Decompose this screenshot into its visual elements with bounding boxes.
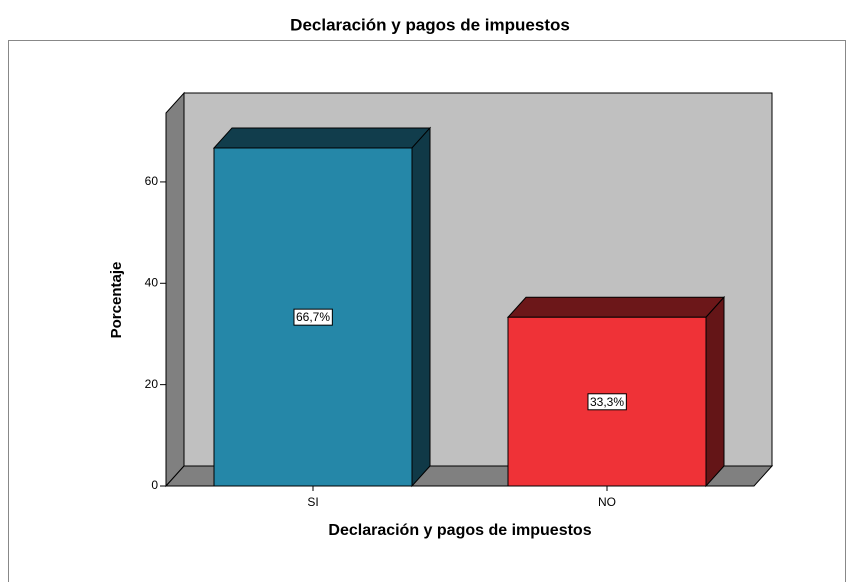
bar-top: [506, 296, 726, 318]
y-tick-label: 0: [151, 478, 158, 492]
y-tick-label: 40: [145, 275, 159, 289]
x-tick-label: SI: [307, 495, 318, 509]
value-label: 33,3%: [590, 395, 624, 409]
chart-title: Declaración y pagos de impuestos: [290, 15, 570, 34]
y-tick-label: 60: [145, 174, 159, 188]
bar-top: [212, 127, 432, 149]
value-label: 66,7%: [296, 310, 330, 324]
left-wall: [165, 91, 185, 488]
y-tick-label: 20: [145, 377, 159, 391]
value-label-box: [293, 308, 333, 326]
y-axis-label: Porcentaje: [108, 262, 125, 339]
x-tick-label: NO: [598, 495, 616, 509]
value-label-box: [587, 393, 627, 411]
bar-side: [411, 126, 431, 488]
x-axis-label: Declaración y pagos de impuestos: [328, 522, 591, 539]
bar-side: [705, 295, 725, 488]
